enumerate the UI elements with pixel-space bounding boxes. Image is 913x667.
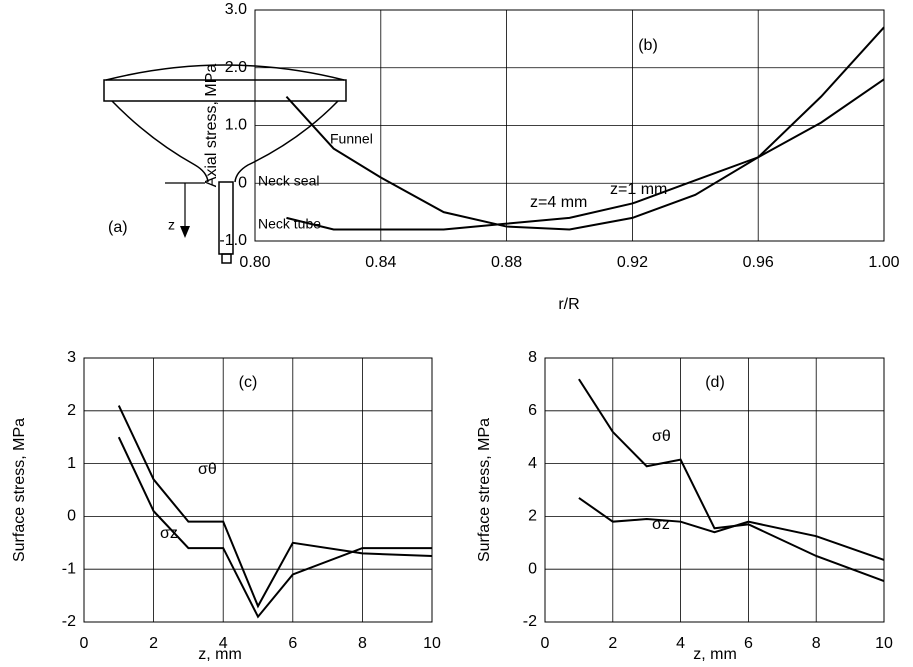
diagram-label: (a): [108, 219, 128, 236]
diagram: (a) z Funnel Neck seal Neck tube: [103, 64, 373, 264]
y-tick-label: 4: [528, 455, 537, 472]
panel-title: (d): [705, 374, 725, 391]
plot-frame: [83, 357, 433, 623]
y-tick-label: -2: [62, 613, 76, 630]
funnel-right: [234, 100, 339, 183]
y-axis-label: Surface stress, MPa: [476, 418, 493, 562]
series-label: z=4 mm: [530, 194, 587, 211]
y-tick-label: 8: [528, 349, 537, 366]
y-tick-label: 1.0: [225, 117, 247, 134]
y-tick-label: 3: [67, 349, 76, 366]
x-tick-label: 0.92: [617, 254, 648, 271]
x-tick-label: 6: [744, 635, 753, 652]
series-line: [578, 497, 885, 561]
panel-title: (b): [638, 37, 658, 54]
x-tick-label: 0.84: [365, 254, 396, 271]
x-tick-label: 8: [358, 635, 367, 652]
y-axis-label: Surface stress, MPa: [11, 418, 28, 562]
series-line: [578, 378, 885, 583]
part-label: Neck seal: [258, 173, 319, 189]
x-tick-label: 6: [288, 635, 297, 652]
y-tick-label: 0: [238, 174, 247, 191]
y-tick-label: -1: [62, 560, 76, 577]
plot-frame: [544, 357, 885, 623]
x-tick-label: 4: [219, 635, 228, 652]
funnel-left: [111, 100, 209, 183]
x-tick-label: 0.96: [743, 254, 774, 271]
y-tick-label: 0: [67, 508, 76, 525]
x-tick-label: 0: [80, 635, 89, 652]
panel-title: (c): [239, 374, 258, 391]
x-tick-label: 4: [676, 635, 685, 652]
funnel-band: [103, 79, 347, 102]
series-label: σz: [652, 516, 670, 533]
series-label: z=1 mm: [610, 181, 667, 198]
y-tick-label: 2: [67, 402, 76, 419]
funnel-top: [105, 64, 345, 81]
x-tick-label: 0.80: [239, 254, 270, 271]
z-label: z: [168, 217, 175, 233]
x-tick-label: 1.00: [868, 254, 899, 271]
part-label: Neck tube: [258, 216, 321, 232]
y-tick-label: -2: [523, 613, 537, 630]
series-line: [285, 26, 885, 231]
series-line: [286, 78, 885, 231]
part-label: Funnel: [330, 131, 373, 147]
neck-end: [221, 253, 232, 264]
y-tick-label: 3.0: [225, 1, 247, 18]
y-tick-label: 0: [528, 560, 537, 577]
y-tick-label: 1: [67, 455, 76, 472]
y-tick-label: -1.0: [219, 232, 247, 249]
y-tick-label: 2.0: [225, 59, 247, 76]
series-label: σθ: [198, 461, 217, 478]
series-line: [117, 405, 433, 609]
x-tick-label: 10: [875, 635, 893, 652]
plot-frame: [254, 9, 885, 242]
y-axis-label: Axial stress, MPa: [203, 64, 220, 188]
series-label: σz: [160, 525, 178, 542]
x-tick-label: 0.88: [491, 254, 522, 271]
y-tick-label: 2: [528, 508, 537, 525]
x-axis-label: z, mm: [693, 646, 737, 663]
x-tick-label: 8: [812, 635, 821, 652]
x-tick-label: 2: [608, 635, 617, 652]
x-tick-label: 10: [423, 635, 441, 652]
x-tick-label: 2: [149, 635, 158, 652]
series-line: [117, 436, 432, 619]
x-tick-label: 0: [541, 635, 550, 652]
series-label: σθ: [652, 428, 671, 445]
z-arrowhead: [180, 226, 190, 238]
y-tick-label: 6: [528, 402, 537, 419]
x-axis-label: r/R: [558, 296, 579, 313]
x-axis-label: z, mm: [198, 646, 242, 663]
